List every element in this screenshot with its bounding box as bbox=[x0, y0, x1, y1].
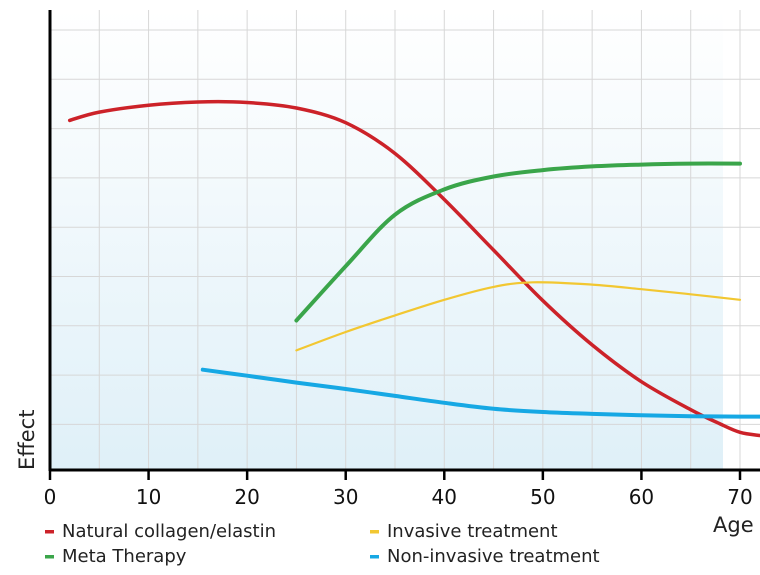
series-line-non-invasive-treatment bbox=[200, 367, 760, 419]
legend-swatch bbox=[45, 530, 54, 534]
legend-label: Meta Therapy bbox=[62, 546, 187, 567]
series-line-invasive-treatment bbox=[295, 281, 742, 352]
x-tick-label: 0 bbox=[44, 485, 57, 509]
legend-swatch bbox=[370, 555, 379, 559]
x-tick-label: 30 bbox=[333, 485, 358, 509]
x-tick-label: 10 bbox=[136, 485, 161, 509]
y-axis-title: Effect bbox=[15, 410, 39, 470]
x-axis-title: Age bbox=[713, 513, 754, 537]
grid bbox=[50, 10, 760, 470]
legend: Natural collagen/elastin Meta Therapy Inva… bbox=[45, 521, 600, 567]
legend-label: Invasive treatment bbox=[387, 521, 558, 542]
x-tick-label: 50 bbox=[530, 485, 555, 509]
legend-label: Natural collagen/elastin bbox=[62, 521, 276, 542]
x-tick-label: 20 bbox=[234, 485, 259, 509]
x-tick-label: 70 bbox=[727, 485, 752, 509]
x-ticks: 0 10 20 30 40 50 60 70 bbox=[44, 470, 753, 509]
legend-swatch bbox=[370, 530, 379, 534]
legend-swatch bbox=[45, 555, 54, 559]
x-tick-label: 60 bbox=[629, 485, 654, 509]
series-line-natural-collagen-elastin bbox=[67, 99, 760, 438]
x-tick-label: 40 bbox=[432, 485, 457, 509]
legend-label: Non-invasive treatment bbox=[387, 546, 600, 567]
series-lines bbox=[67, 99, 760, 438]
series-line-meta-therapy bbox=[294, 161, 742, 323]
